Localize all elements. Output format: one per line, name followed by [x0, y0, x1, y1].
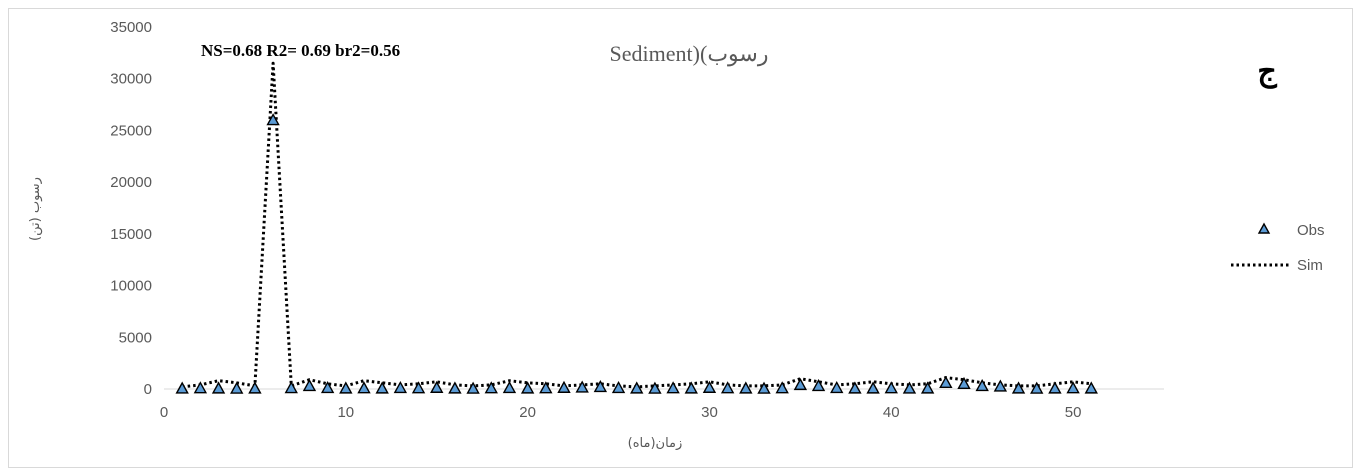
obs-point	[702, 380, 717, 393]
obs-point	[211, 381, 226, 394]
chart-title: Sediment)(رسوب	[610, 41, 769, 67]
obs-point	[684, 381, 698, 394]
x-tick-label: 0	[160, 404, 168, 421]
chart-frame: 0 5000 10000 15000 20000 25000 30000 35000 0 10 2…	[8, 8, 1353, 468]
obs-point	[357, 381, 371, 394]
y-tick-label: 30000	[110, 71, 152, 88]
obs-point	[666, 381, 680, 394]
obs-point	[811, 378, 826, 392]
y-tick-label: 35000	[110, 19, 152, 36]
obs-point	[375, 381, 389, 394]
obs-point	[793, 377, 808, 391]
obs-point	[430, 380, 444, 393]
obs-point	[866, 381, 880, 394]
obs-point	[775, 381, 789, 394]
obs-point	[320, 381, 335, 394]
obs-point	[957, 376, 971, 390]
obs-point	[266, 113, 280, 126]
obs-point	[193, 381, 208, 394]
legend: Obs Sim	[1231, 222, 1325, 274]
legend-obs-marker	[1257, 222, 1271, 234]
obs-point	[484, 381, 498, 394]
y-tick-label: 10000	[110, 278, 152, 295]
x-tick-labels: 0 10 20 30 40 50	[160, 404, 1082, 421]
obs-point	[448, 381, 462, 394]
obs-point	[520, 381, 535, 394]
obs-point	[411, 381, 426, 394]
obs-point	[539, 381, 553, 394]
obs-point	[466, 381, 480, 394]
x-axis-title: زمان(ماه)	[628, 436, 683, 451]
plot-area	[175, 61, 1098, 394]
obs-point	[1084, 381, 1098, 394]
y-tick-labels: 0 5000 10000 15000 20000 25000 30000 35000	[110, 19, 152, 398]
sediment-chart: 0 5000 10000 15000 20000 25000 30000 35000 0 10 2…	[28, 19, 1325, 451]
obs-point	[339, 381, 353, 394]
y-tick-label: 20000	[110, 174, 152, 191]
y-axis-title: رسوب (تن)	[28, 177, 43, 241]
obs-point	[993, 379, 1008, 392]
y-tick-label: 25000	[110, 122, 152, 139]
panel-label: ج	[1257, 54, 1277, 89]
obs-point	[1011, 381, 1026, 394]
obs-point	[302, 378, 317, 392]
obs-point	[848, 381, 862, 394]
obs-point	[975, 378, 989, 392]
legend-obs-label: Obs	[1297, 222, 1325, 239]
obs-point	[884, 381, 898, 394]
obs-point	[593, 379, 608, 393]
x-tick-label: 30	[701, 404, 718, 421]
obs-point	[920, 381, 935, 394]
obs-point	[1030, 381, 1044, 394]
x-tick-label: 20	[519, 404, 536, 421]
obs-point	[720, 381, 735, 394]
obs-point	[393, 381, 408, 394]
obs-point	[575, 380, 589, 393]
x-tick-label: 50	[1065, 404, 1082, 421]
x-tick-label: 40	[883, 404, 900, 421]
obs-point	[611, 381, 626, 394]
obs-point	[902, 381, 917, 394]
obs-point	[830, 381, 844, 394]
y-tick-label: 5000	[119, 329, 152, 346]
obs-point	[757, 381, 771, 394]
obs-point	[1066, 381, 1080, 394]
obs-point	[248, 381, 262, 394]
obs-point	[739, 381, 753, 394]
obs-point	[648, 381, 662, 394]
obs-point	[1048, 381, 1062, 394]
legend-sim-label: Sim	[1297, 257, 1323, 274]
obs-point	[502, 381, 517, 394]
fit-statistics: NS=0.68 R2= 0.69 br2=0.56	[201, 41, 400, 60]
obs-point	[939, 375, 953, 388]
obs-point	[630, 381, 644, 394]
obs-point	[284, 381, 298, 394]
obs-point	[230, 381, 244, 394]
series-sim-line	[182, 61, 1092, 389]
y-tick-label: 0	[144, 381, 152, 398]
obs-point	[557, 380, 571, 393]
obs-point	[175, 381, 189, 394]
x-tick-label: 10	[337, 404, 354, 421]
y-tick-label: 15000	[110, 226, 152, 243]
